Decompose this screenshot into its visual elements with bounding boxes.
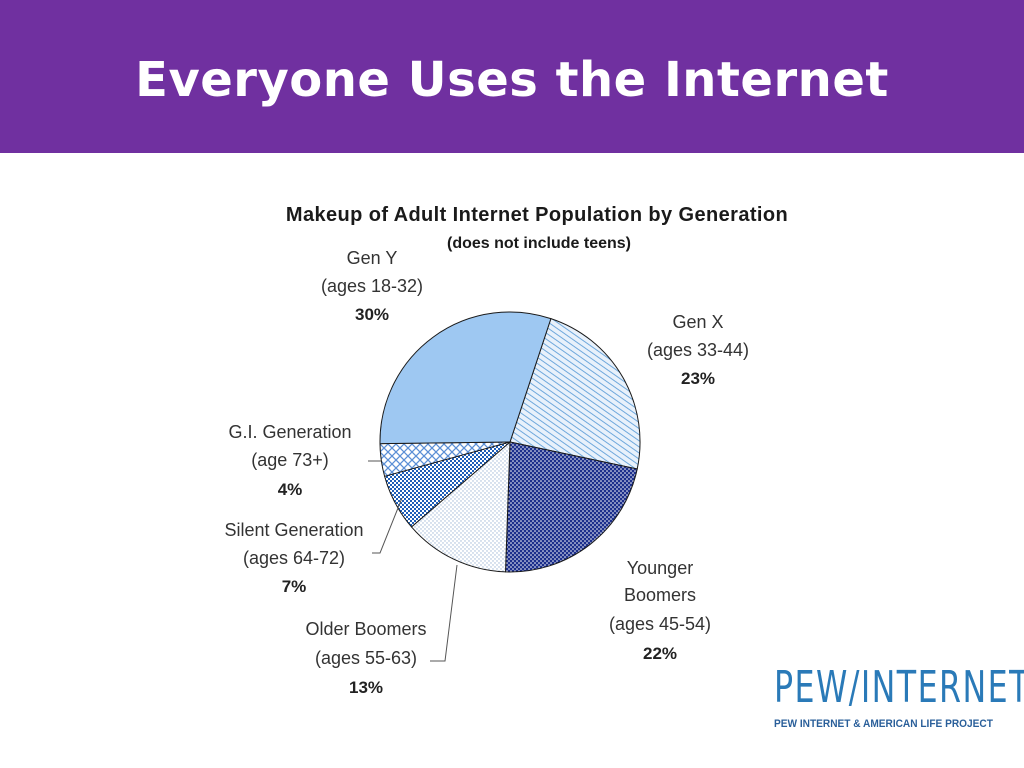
pie-slice-younger-boomers — [504, 441, 638, 573]
slice-ages-gen-y: (ages 18-32) — [321, 276, 423, 296]
leader-lines — [368, 460, 458, 662]
slice-name-younger-boomers-line2: Boomers — [624, 585, 696, 605]
slice-ages-younger-boomers: (ages 45-54) — [609, 614, 711, 634]
logo-wordmark: PEW/INTERNET — [774, 662, 1024, 713]
label-older-boomers: Older Boomers (ages 55-63) 13% — [305, 619, 426, 697]
slice-ages-gen-x: (ages 33-44) — [647, 340, 749, 360]
label-younger-boomers: Younger Boomers (ages 45-54) 22% — [609, 558, 711, 663]
label-silent-generation: Silent Generation (ages 64-72) 7% — [224, 520, 363, 596]
slice-value-silent-generation: 7% — [282, 577, 307, 596]
slice-value-younger-boomers: 22% — [643, 644, 677, 663]
logo-tagline: PEW INTERNET & AMERICAN LIFE PROJECT — [774, 718, 993, 730]
slice-name-younger-boomers-line1: Younger — [627, 558, 693, 578]
label-gi-generation: G.I. Generation (age 73+) 4% — [228, 422, 351, 499]
slice-name-gi-generation: G.I. Generation — [228, 422, 351, 442]
slice-name-gen-x: Gen X — [672, 312, 723, 332]
slice-ages-silent-generation: (ages 64-72) — [243, 548, 345, 568]
label-gen-y: Gen Y (ages 18-32) 30% — [321, 248, 423, 324]
pie-slice-gen-x — [509, 317, 641, 470]
slice-value-gen-y: 30% — [355, 305, 389, 324]
slice-ages-gi-generation: (age 73+) — [251, 450, 329, 470]
pie-slices — [379, 311, 641, 573]
title-bar: Everyone Uses the Internet — [0, 0, 1024, 153]
leader-line-silent-generation — [372, 497, 403, 554]
pew-internet-logo: PEW/INTERNET PEW INTERNET & AMERICAN LIF… — [774, 662, 1024, 736]
slice-value-gen-x: 23% — [681, 369, 715, 388]
slice-value-gi-generation: 4% — [278, 480, 303, 499]
pie-slice-older-boomers — [410, 440, 511, 573]
chart-subtitle: (does not include teens) — [447, 235, 631, 252]
chart-title: Makeup of Adult Internet Population by G… — [286, 204, 788, 226]
label-gen-x: Gen X (ages 33-44) 23% — [647, 312, 749, 388]
slide-title: Everyone Uses the Internet — [135, 52, 889, 108]
slice-name-older-boomers: Older Boomers — [305, 619, 426, 639]
slice-ages-older-boomers: (ages 55-63) — [315, 648, 417, 668]
slice-value-older-boomers: 13% — [349, 678, 383, 697]
slice-name-gen-y: Gen Y — [347, 248, 398, 268]
slice-name-silent-generation: Silent Generation — [224, 520, 363, 540]
leader-line-older-boomers — [430, 564, 458, 662]
pie-slice-gen-y — [379, 311, 552, 445]
